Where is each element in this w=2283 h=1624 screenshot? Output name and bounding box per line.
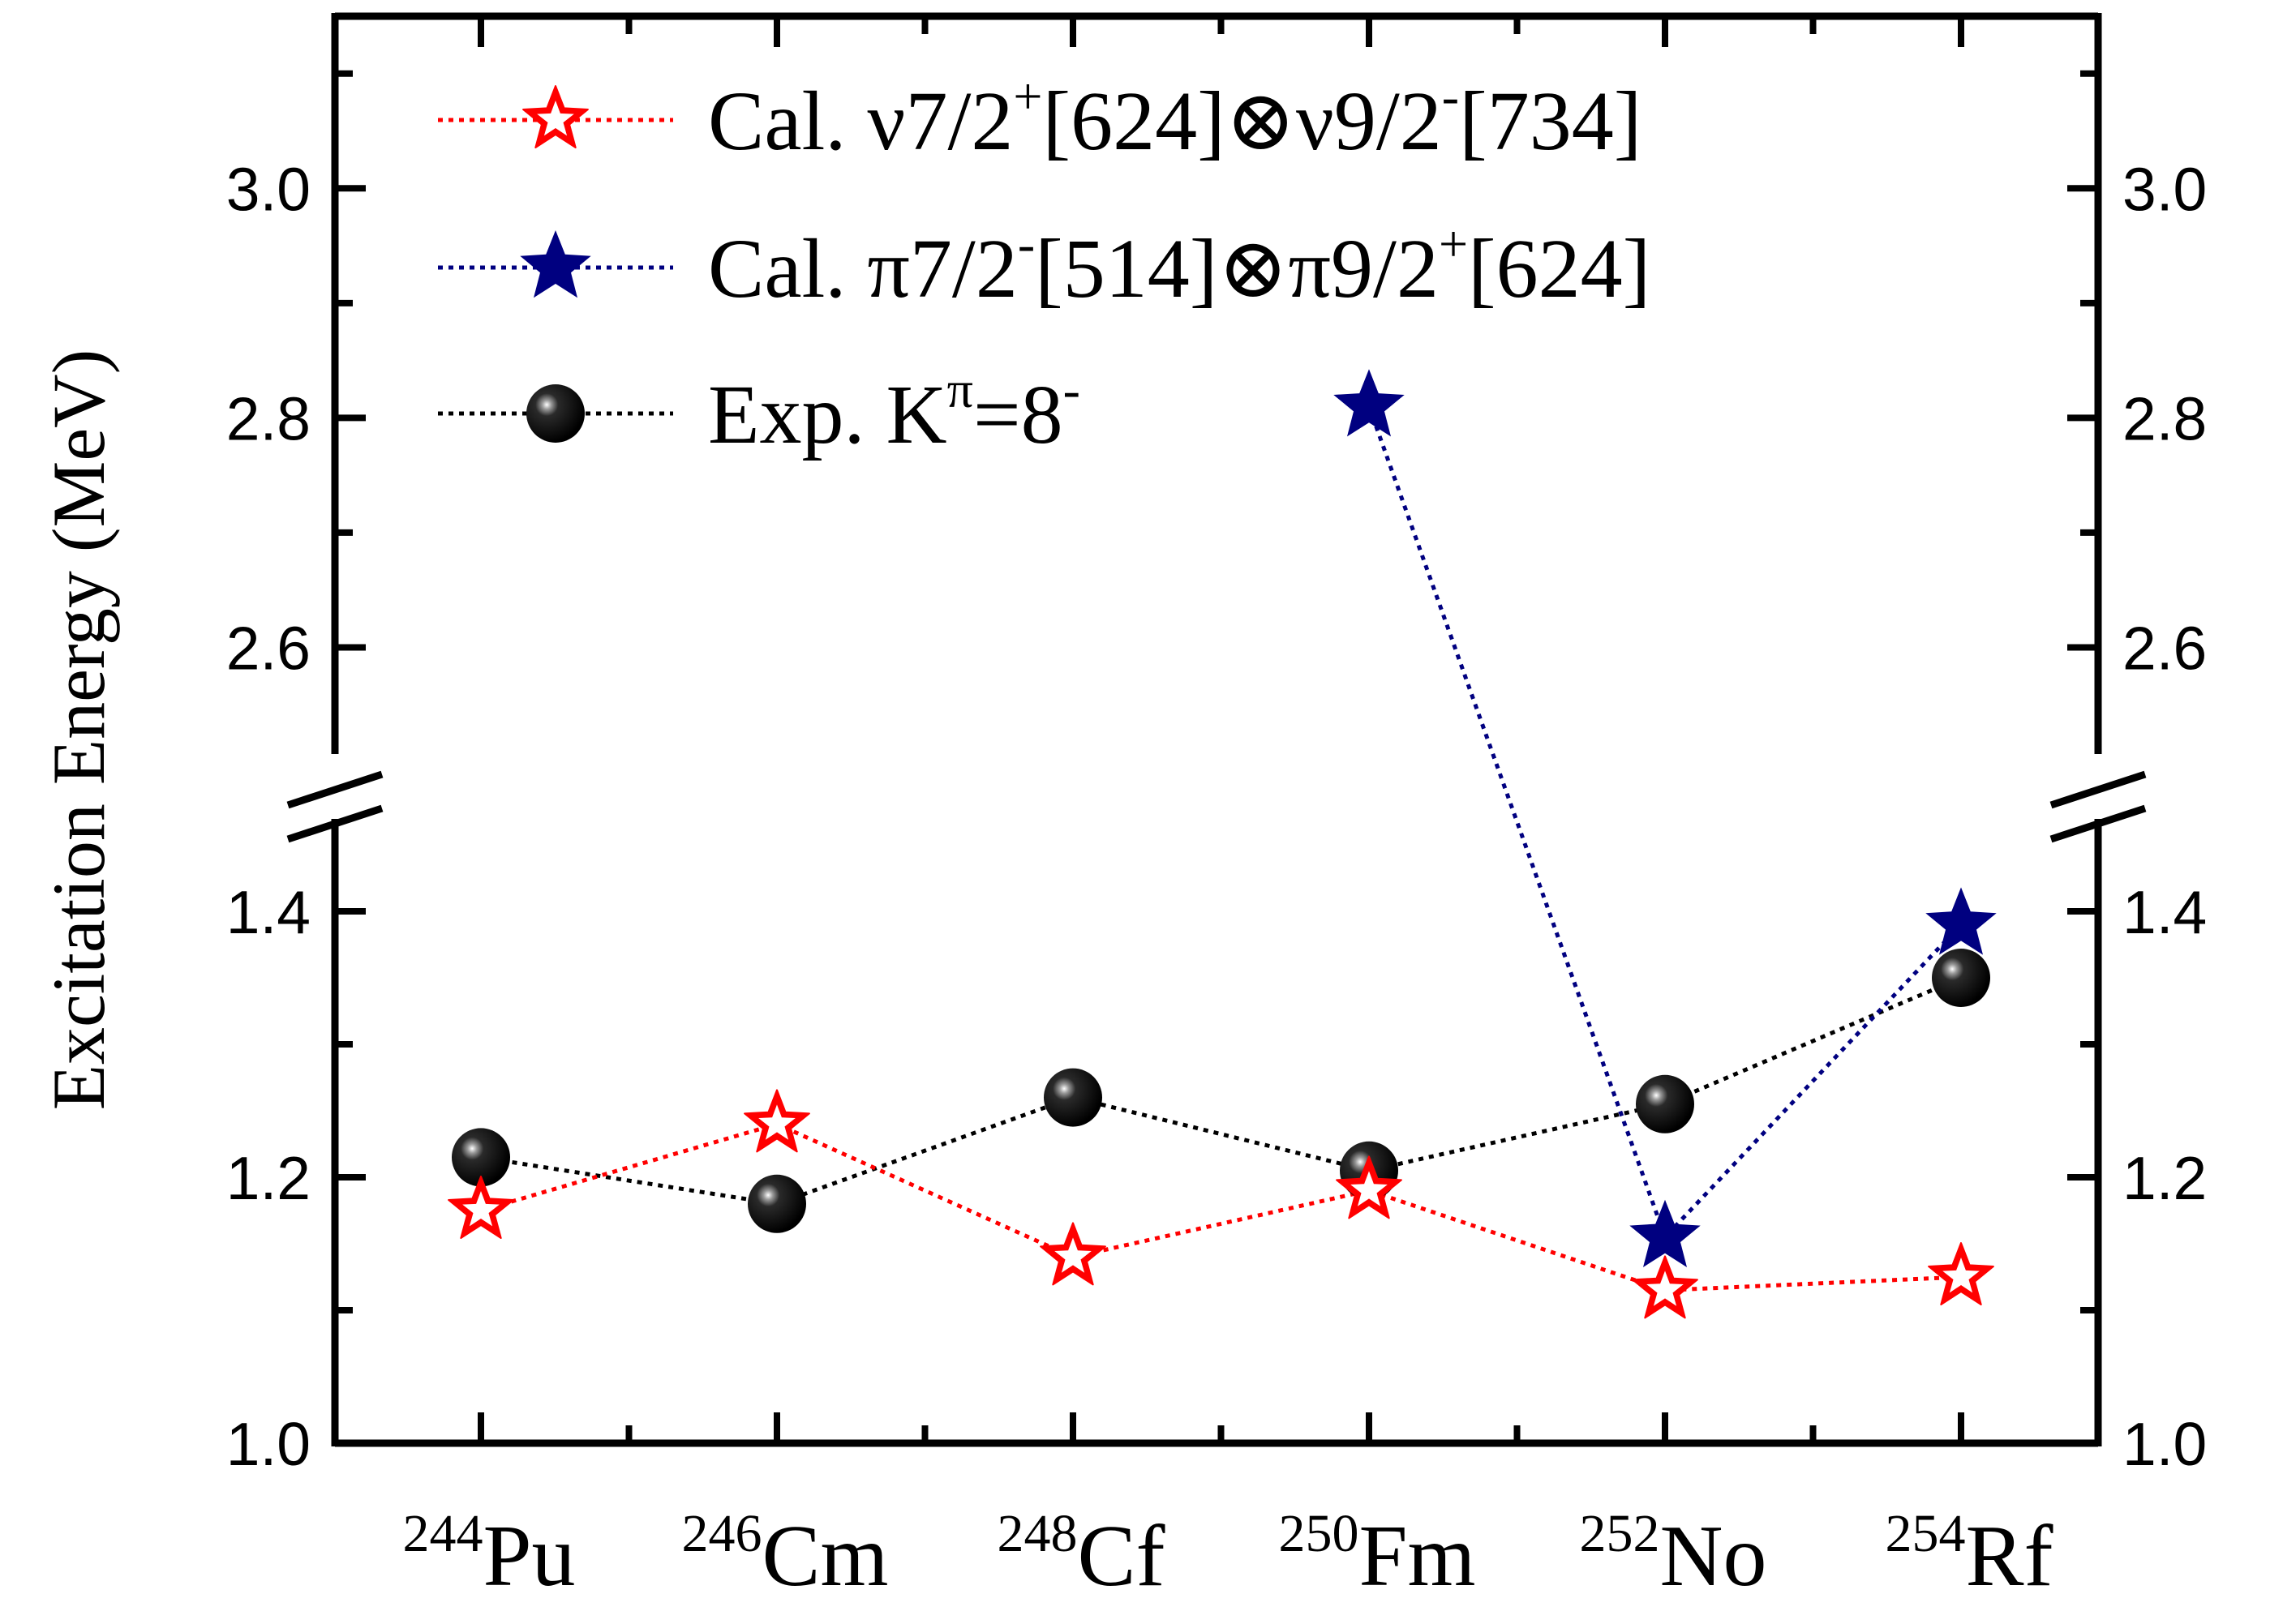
category-symbol: Cf xyxy=(1078,1508,1165,1605)
data-point xyxy=(1932,949,1990,1007)
legend-label: Exp. Kπ=8- xyxy=(708,361,1080,461)
axis-labels: 1.0 1.0 1.2 1.2 1.4 1.4 2.6 2.6 2.8 2.8 3.0 3.0 244P… xyxy=(37,155,2207,1605)
data-point-inner xyxy=(1350,1171,1388,1206)
category-symbol: Fm xyxy=(1358,1508,1475,1605)
legend-text-part: =8 xyxy=(973,368,1063,461)
y-tick-label-right: 2.6 xyxy=(2122,614,2207,682)
axis-break-left xyxy=(286,770,384,809)
y-tick-label-left: 1.2 xyxy=(226,1144,311,1212)
x-category-label: 252No xyxy=(1580,1504,1767,1605)
category-mass: 246 xyxy=(681,1504,762,1563)
y-tick-label-right: 1.4 xyxy=(2122,878,2207,946)
category-symbol: Cm xyxy=(762,1508,888,1605)
x-category-label: 250Fm xyxy=(1278,1504,1475,1605)
legend-text-part: [514]⊗π9/2 xyxy=(1035,222,1439,315)
x-category-label: 248Cf xyxy=(998,1504,1165,1605)
data-point-inner xyxy=(1646,1270,1684,1306)
legend-superscript: π xyxy=(947,361,973,418)
legend-label: Cal. ν7/2+[624]⊗ν9/2-[734] xyxy=(708,67,1641,168)
y-tick-label-right: 1.0 xyxy=(2122,1410,2207,1478)
x-category-label: 254Rf xyxy=(1886,1504,2053,1605)
legend-text-part: [624]⊗ν9/2 xyxy=(1042,75,1441,168)
data-markers xyxy=(448,369,1997,1319)
x-category-label: 244Pu xyxy=(402,1504,575,1605)
axis-break-right xyxy=(2049,804,2147,843)
y-tick-label-left: 1.4 xyxy=(226,878,311,946)
legend-marker-inner xyxy=(537,101,574,136)
data-point-inner xyxy=(1054,1237,1092,1273)
y-tick-label-left: 3.0 xyxy=(226,155,311,223)
y-tick-label-left: 2.6 xyxy=(226,614,311,682)
legend-superscript: - xyxy=(1063,361,1080,418)
series-line xyxy=(480,1121,1962,1292)
legend-text-part: Exp. K xyxy=(708,368,947,461)
legend: Cal. ν7/2+[624]⊗ν9/2-[734]Cal. π7/2-[514… xyxy=(438,67,1650,461)
data-point xyxy=(1333,369,1405,437)
category-mass: 250 xyxy=(1278,1504,1358,1563)
series-lines xyxy=(480,405,1963,1292)
data-point-inner xyxy=(758,1104,796,1140)
data-point xyxy=(452,1128,510,1187)
y-tick-label-right: 2.8 xyxy=(2122,384,2207,452)
data-point xyxy=(748,1174,806,1233)
category-symbol: Pu xyxy=(483,1508,575,1605)
y-tick-label-right: 1.2 xyxy=(2122,1144,2207,1212)
y-tick-label-left: 2.8 xyxy=(226,384,311,452)
series-line xyxy=(480,975,1962,1206)
legend-text-part: Cal. ν7/2 xyxy=(708,75,1013,168)
legend-text-part: Cal. π7/2 xyxy=(708,222,1018,315)
data-point-inner xyxy=(462,1191,500,1227)
legend-marker xyxy=(526,384,585,443)
data-point xyxy=(1636,1074,1694,1133)
legend-text-part: [734] xyxy=(1459,75,1641,168)
category-mass: 248 xyxy=(998,1504,1078,1563)
y-axis-title: Excitation Energy (MeV) xyxy=(37,349,120,1110)
legend-label: Cal. π7/2-[514]⊗π9/2+[624] xyxy=(708,215,1650,315)
y-tick-label-left: 1.0 xyxy=(226,1410,311,1478)
category-symbol: No xyxy=(1660,1508,1767,1605)
data-point xyxy=(1629,1199,1701,1267)
axis-break-right xyxy=(2049,770,2147,809)
legend-marker xyxy=(520,230,591,298)
legend-superscript: - xyxy=(1018,215,1035,272)
category-mass: 244 xyxy=(402,1504,483,1563)
axis-break-left xyxy=(286,804,384,843)
legend-superscript: - xyxy=(1442,67,1459,125)
axis-ticks xyxy=(335,16,2098,1446)
y-tick-label-right: 3.0 xyxy=(2122,155,2207,223)
category-symbol: Rf xyxy=(1966,1508,2053,1605)
x-category-label: 246Cm xyxy=(681,1504,888,1605)
legend-superscript: + xyxy=(1013,67,1042,125)
category-mass: 254 xyxy=(1886,1504,1966,1563)
category-mass: 252 xyxy=(1580,1504,1660,1563)
data-point-inner xyxy=(1942,1258,1980,1293)
legend-text-part: [624] xyxy=(1468,222,1650,315)
data-point xyxy=(1044,1068,1102,1127)
data-point xyxy=(1925,887,1997,955)
legend-superscript: + xyxy=(1439,215,1468,272)
